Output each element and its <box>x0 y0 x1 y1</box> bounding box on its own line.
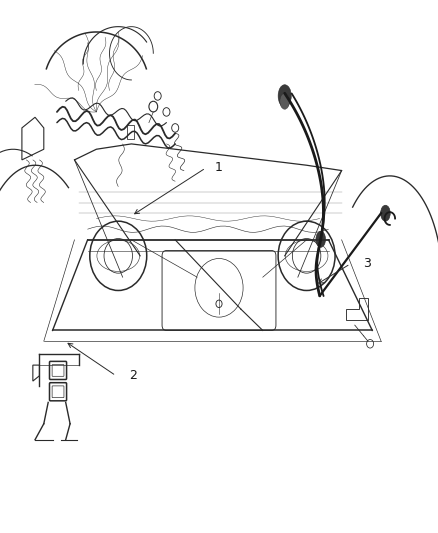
Text: 3: 3 <box>364 257 371 270</box>
Text: 2: 2 <box>129 369 137 382</box>
Ellipse shape <box>278 85 291 107</box>
Ellipse shape <box>381 205 390 221</box>
Text: 1: 1 <box>215 161 223 174</box>
Ellipse shape <box>316 231 325 247</box>
Bar <box>127 125 134 139</box>
Ellipse shape <box>280 93 290 109</box>
